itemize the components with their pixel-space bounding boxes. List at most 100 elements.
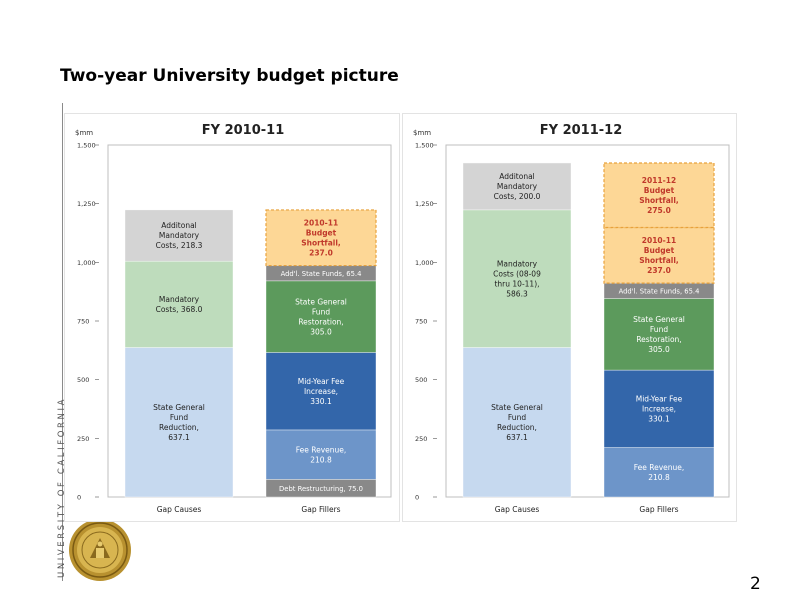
data-label-additional-mandatory-costs: Additonal Mandatory Costs, 200.0 [494,172,541,201]
data-label-state-general-fund-restoration: State General Fund Restoration, 305.0 [295,297,347,336]
data-label-line: thru 10-11), [494,279,539,288]
data-label-line: Fund [312,307,330,316]
bar-segment-state-general-fund-reduction [462,347,572,498]
data-label-line: Costs, 200.0 [494,192,541,201]
data-label-line: Fee Revenue, [634,463,685,472]
data-label-line: Add'l. State Funds, 65.4 [281,270,362,278]
data-label-mid-year-fee-increase: Mid-Year Fee Increase, 330.1 [636,395,683,424]
data-label-line: Costs, 368.0 [156,305,203,314]
y-tick-label: 500 [415,376,427,384]
data-label-line: 586.3 [506,289,528,298]
data-label-line: 2010-11 [304,218,338,227]
y-tick-label: 1,500 [415,142,434,150]
chart-fy-2010-11-svg: FY 2010-11 $mm 0 250 500 750 1,000 1,250 1,500 St… [75,123,392,514]
bar-segment-additional-mandatory-costs [462,162,572,211]
y-tick-label: 1,250 [77,200,96,208]
data-label-fee-revenue: Fee Revenue, 210.8 [634,463,685,482]
data-label-line: Additonal [161,221,197,230]
bar-segment-additional-mandatory-costs [124,209,234,262]
data-label-line: Mandatory [497,182,538,191]
bar-segment-state-general-fund-restoration [603,298,715,371]
data-label-2010-11-budget-shortfall: 2010-11 Budget Shortfall, 237.0 [639,236,679,275]
data-label-line: Debt Restructuring, 75.0 [279,485,363,493]
data-label-line: Mid-Year Fee [298,377,345,386]
chart-title: FY 2010-11 [202,123,285,138]
sidebar-rule [62,103,63,581]
data-label-line: 210.8 [648,473,670,482]
data-label-line: Add'l. State Funds, 65.4 [619,288,700,296]
data-label-additional-mandatory-costs: Additonal Mandatory Costs, 218.3 [156,221,203,250]
plot-area-frame [107,144,392,498]
bar-segment-mandatory-costs [124,260,234,348]
y-tick-label: 0 [77,494,81,502]
data-label-line: Mandatory [159,295,200,304]
data-label-line: Increase, [642,405,676,414]
plot-area-frame [445,144,730,498]
data-label-line: 305.0 [648,345,670,354]
slide-title: Two-year University budget picture [60,66,399,86]
bar-segment-mandatory-costs-08-09-thru-10-11 [462,209,572,348]
data-label-line: 2011-12 [642,176,676,185]
y-axis-unit-label: $mm [413,129,431,137]
data-label-line: Reduction, [159,423,199,432]
data-label-line: Budget [644,246,675,255]
data-label-line: State General [491,403,543,412]
bar-segment-mid-year-fee-increase [265,352,377,431]
data-label-line: Restoration, [298,317,343,326]
x-category-label: Gap Causes [157,505,202,514]
data-label-line: Shortfall, [639,256,679,265]
data-label-line: 2010-11 [642,236,676,245]
data-label-line: Mandatory [497,259,538,268]
data-label-line: Increase, [304,387,338,396]
y-tick-label: 1,500 [77,142,96,150]
data-label-line: Additonal [499,172,535,181]
data-label-line: State General [153,403,205,412]
data-label-2010-11-budget-shortfall: 2010-11 Budget Shortfall, 237.0 [301,218,341,257]
data-label-line: 210.8 [310,455,332,464]
y-tick-label: 750 [77,318,89,326]
data-label-line: State General [633,315,685,324]
y-tick-label: 250 [77,435,89,443]
data-label-mid-year-fee-increase: Mid-Year Fee Increase, 330.1 [298,377,345,406]
x-category-label: Gap Fillers [301,505,340,514]
x-category-label: Gap Fillers [639,505,678,514]
bar-segment-fee-revenue [265,429,377,480]
data-label-line: 237.0 [647,266,671,275]
data-label-debt-restructuring: Debt Restructuring, 75.0 [279,485,363,493]
data-label-line: Fund [508,413,526,422]
data-label-line: State General [295,297,347,306]
data-label-line: Fee Revenue, [296,445,347,454]
y-tick-label: 500 [77,376,89,384]
y-tick-label: 1,000 [77,259,96,267]
data-label-line: Costs, 218.3 [156,241,203,250]
data-label-2011-12-budget-shortfall: 2011-12 Budget Shortfall, 275.0 [639,176,679,215]
chart-fy-2011-12-svg: FY 2011-12 $mm 0 250 500 750 1,000 1,250 1,500 St… [413,123,730,514]
y-axis-unit-label: $mm [75,129,93,137]
x-category-label: Gap Causes [495,505,540,514]
bar-segment-fee-revenue [603,447,715,498]
y-tick-label: 1,000 [415,259,434,267]
data-label-mandatory-costs-08-09-thru-10-11: Mandatory Costs (08-09 thru 10-11), 586.3 [493,259,541,298]
page-number: 2 [750,574,761,594]
chart-title: FY 2011-12 [540,123,623,138]
data-label-line: Mandatory [159,231,200,240]
y-tick-label: 750 [415,318,427,326]
data-label-line: Reduction, [497,423,537,432]
data-label-mandatory-costs: Mandatory Costs, 368.0 [156,295,203,314]
data-label-fee-revenue: Fee Revenue, 210.8 [296,445,347,464]
data-label-line: 237.0 [309,248,333,257]
data-label-line: Mid-Year Fee [636,395,683,404]
bar-segment-mid-year-fee-increase [603,369,715,448]
data-label-line: 637.1 [506,433,528,442]
data-label-line: Fund [650,325,668,334]
data-label-line: 330.1 [648,415,670,424]
data-label-state-general-fund-restoration: State General Fund Restoration, 305.0 [633,315,685,354]
data-label-line: Restoration, [636,335,681,344]
bar-segment-state-general-fund-restoration [265,280,377,353]
chart-fy-2010-11: FY 2010-11 $mm 0 250 500 750 1,000 1,250 1,500 St… [64,113,400,522]
data-label-add-l-state-funds: Add'l. State Funds, 65.4 [281,270,362,278]
bar-segment-2010-11-budget-shortfall [265,209,377,267]
data-label-line: Budget [306,228,337,237]
data-label-line: 330.1 [310,397,332,406]
data-label-state-general-fund-reduction: State General Fund Reduction, 637.1 [153,403,205,442]
